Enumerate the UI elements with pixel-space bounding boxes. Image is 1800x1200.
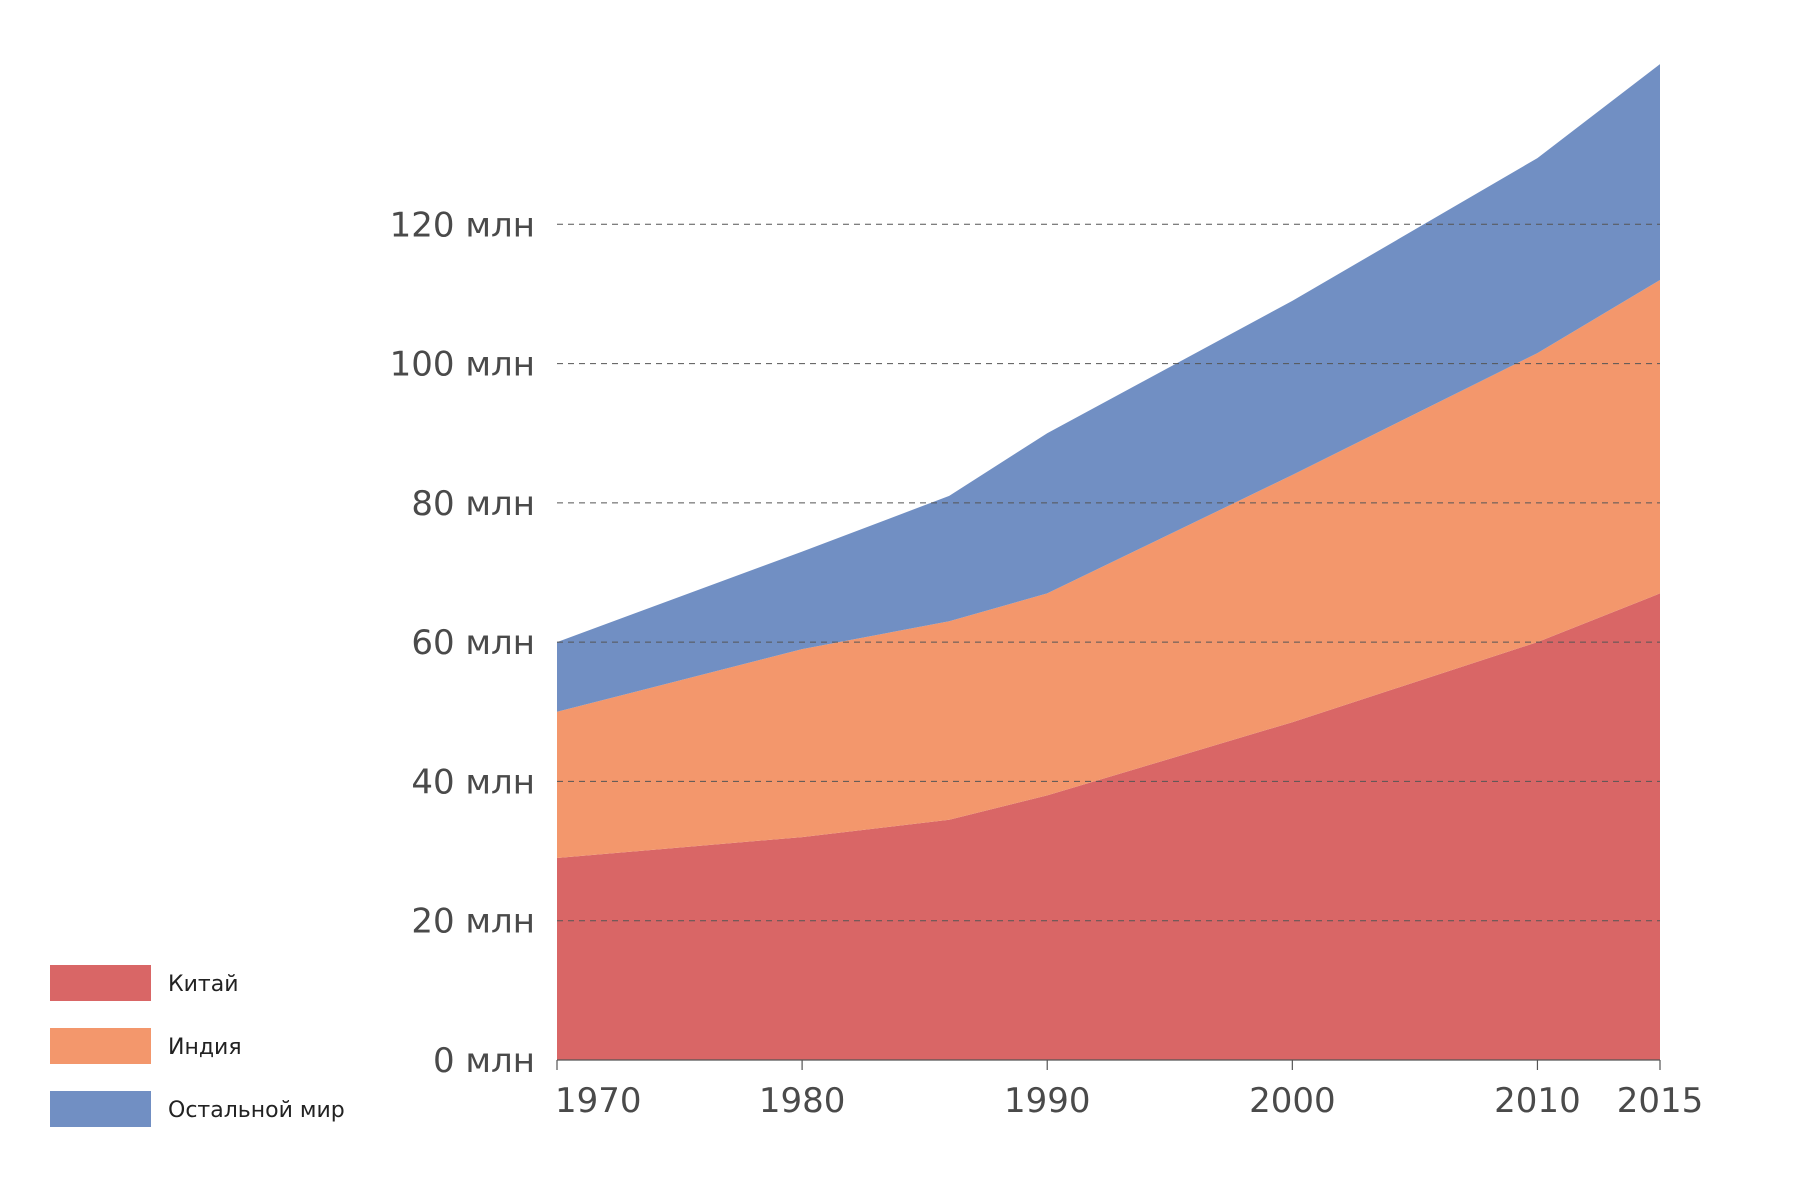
area-series-2 [557,64,1660,712]
axes: 0 млн 20 млн 40 млн 60 млн 80 млн 100 млн 120 … [390,205,1704,1121]
legend-label-0: Китай [168,972,239,997]
y-tick-label: 0 млн [433,1041,535,1081]
area-series-0 [557,593,1660,1060]
y-tick-label: 120 млн [390,205,535,245]
gridlines [557,223,1660,922]
y-tick-label: 60 млн [411,623,535,663]
x-tick-label: 1970 [555,1081,642,1121]
y-tick-label: 100 млн [390,345,535,385]
x-tick-label: 2010 [1494,1081,1581,1121]
legend-swatch-2 [50,1091,151,1127]
y-tick-label: 80 млн [411,484,535,524]
y-tick-label: 20 млн [411,902,535,942]
legend-label-1: Индия [168,1035,242,1060]
area-series-group [557,64,1660,1060]
x-tick-label: 1980 [759,1081,846,1121]
legend: Китай Индия Остальной мир [50,965,345,1127]
legend-label-2: Остальной мир [168,1098,345,1123]
x-tick-label: 1990 [1004,1081,1091,1121]
area-series-1 [557,280,1660,858]
legend-swatch-1 [50,1028,151,1064]
x-tick-label: 2015 [1617,1081,1704,1121]
y-tick-label: 40 млн [411,762,535,802]
x-tick-label: 2000 [1249,1081,1336,1121]
legend-swatch-0 [50,965,151,1001]
